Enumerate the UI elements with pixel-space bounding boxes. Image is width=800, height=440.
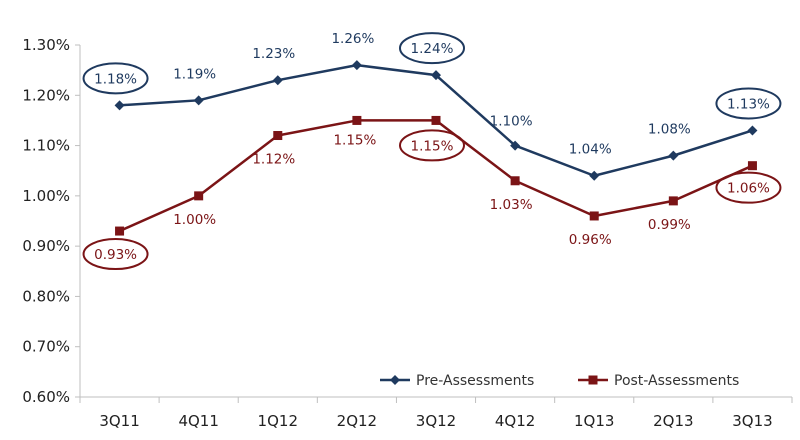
data-point-marker [510, 176, 520, 186]
data-label: 1.10% [490, 114, 533, 130]
data-point-marker [352, 115, 362, 125]
data-point-marker [194, 191, 204, 201]
data-label: 1.12% [252, 152, 295, 168]
data-label: 1.23% [252, 46, 295, 62]
x-tick-label: 3Q12 [416, 412, 456, 430]
data-label: 1.13% [727, 96, 770, 112]
data-point-marker [273, 131, 283, 141]
data-label: 1.03% [490, 197, 533, 213]
y-tick-label: 0.70% [22, 338, 70, 356]
data-point-marker [351, 60, 362, 71]
highlight-ellipse [399, 32, 465, 65]
data-point-marker [431, 70, 441, 81]
x-tick-label: 2Q13 [653, 412, 693, 430]
data-label: 1.15% [333, 132, 376, 148]
y-tick-label: 1.00% [22, 187, 70, 205]
data-point-marker [114, 100, 125, 111]
data-label: 1.06% [727, 181, 770, 197]
x-tick-label: 2Q12 [337, 412, 377, 430]
highlight-ellipse [715, 87, 782, 120]
data-point-marker [668, 150, 679, 161]
highlight-ellipse [82, 238, 149, 271]
x-tick-label: 1Q13 [574, 412, 614, 430]
data-point-marker [589, 211, 599, 221]
legend-marker [390, 375, 400, 385]
data-label: 1.24% [411, 41, 454, 57]
y-tick-label: 0.90% [22, 237, 70, 255]
y-tick-label: 0.60% [22, 388, 70, 406]
data-point-marker [431, 115, 441, 125]
data-label: 1.18% [94, 71, 137, 87]
data-label: 1.15% [411, 138, 454, 154]
y-tick-label: 1.10% [22, 137, 70, 155]
y-tick-label: 0.80% [22, 287, 70, 305]
x-tick-label: 4Q11 [178, 412, 218, 430]
data-point-marker [272, 75, 283, 86]
data-point-marker [510, 140, 521, 151]
data-point-marker [668, 196, 678, 206]
data-label: 0.93% [94, 247, 137, 263]
data-label: 1.19% [173, 66, 216, 82]
legend-marker [588, 375, 598, 385]
y-tick-label: 1.30% [22, 36, 70, 54]
highlight-ellipse [399, 129, 465, 162]
data-point-marker [193, 95, 204, 106]
data-point-marker [589, 170, 600, 181]
highlight-ellipse [715, 171, 782, 204]
x-tick-label: 3Q11 [99, 412, 139, 430]
legend-label: Pre-Assessments [416, 373, 534, 389]
data-point-marker [747, 125, 758, 136]
data-label: 0.99% [648, 217, 691, 233]
highlight-ellipse [82, 62, 149, 95]
data-label: 1.00% [173, 212, 216, 228]
data-point-marker [747, 161, 757, 171]
data-label: 1.08% [648, 122, 691, 138]
data-point-marker [115, 226, 125, 236]
y-tick-label: 1.20% [22, 86, 70, 104]
x-tick-label: 4Q12 [495, 412, 535, 430]
data-label: 1.04% [569, 142, 612, 158]
x-tick-label: 3Q13 [732, 412, 772, 430]
data-label: 1.26% [331, 31, 374, 47]
legend-label: Post-Assessments [614, 373, 739, 389]
x-tick-label: 1Q12 [258, 412, 298, 430]
data-label: 0.96% [569, 232, 612, 248]
